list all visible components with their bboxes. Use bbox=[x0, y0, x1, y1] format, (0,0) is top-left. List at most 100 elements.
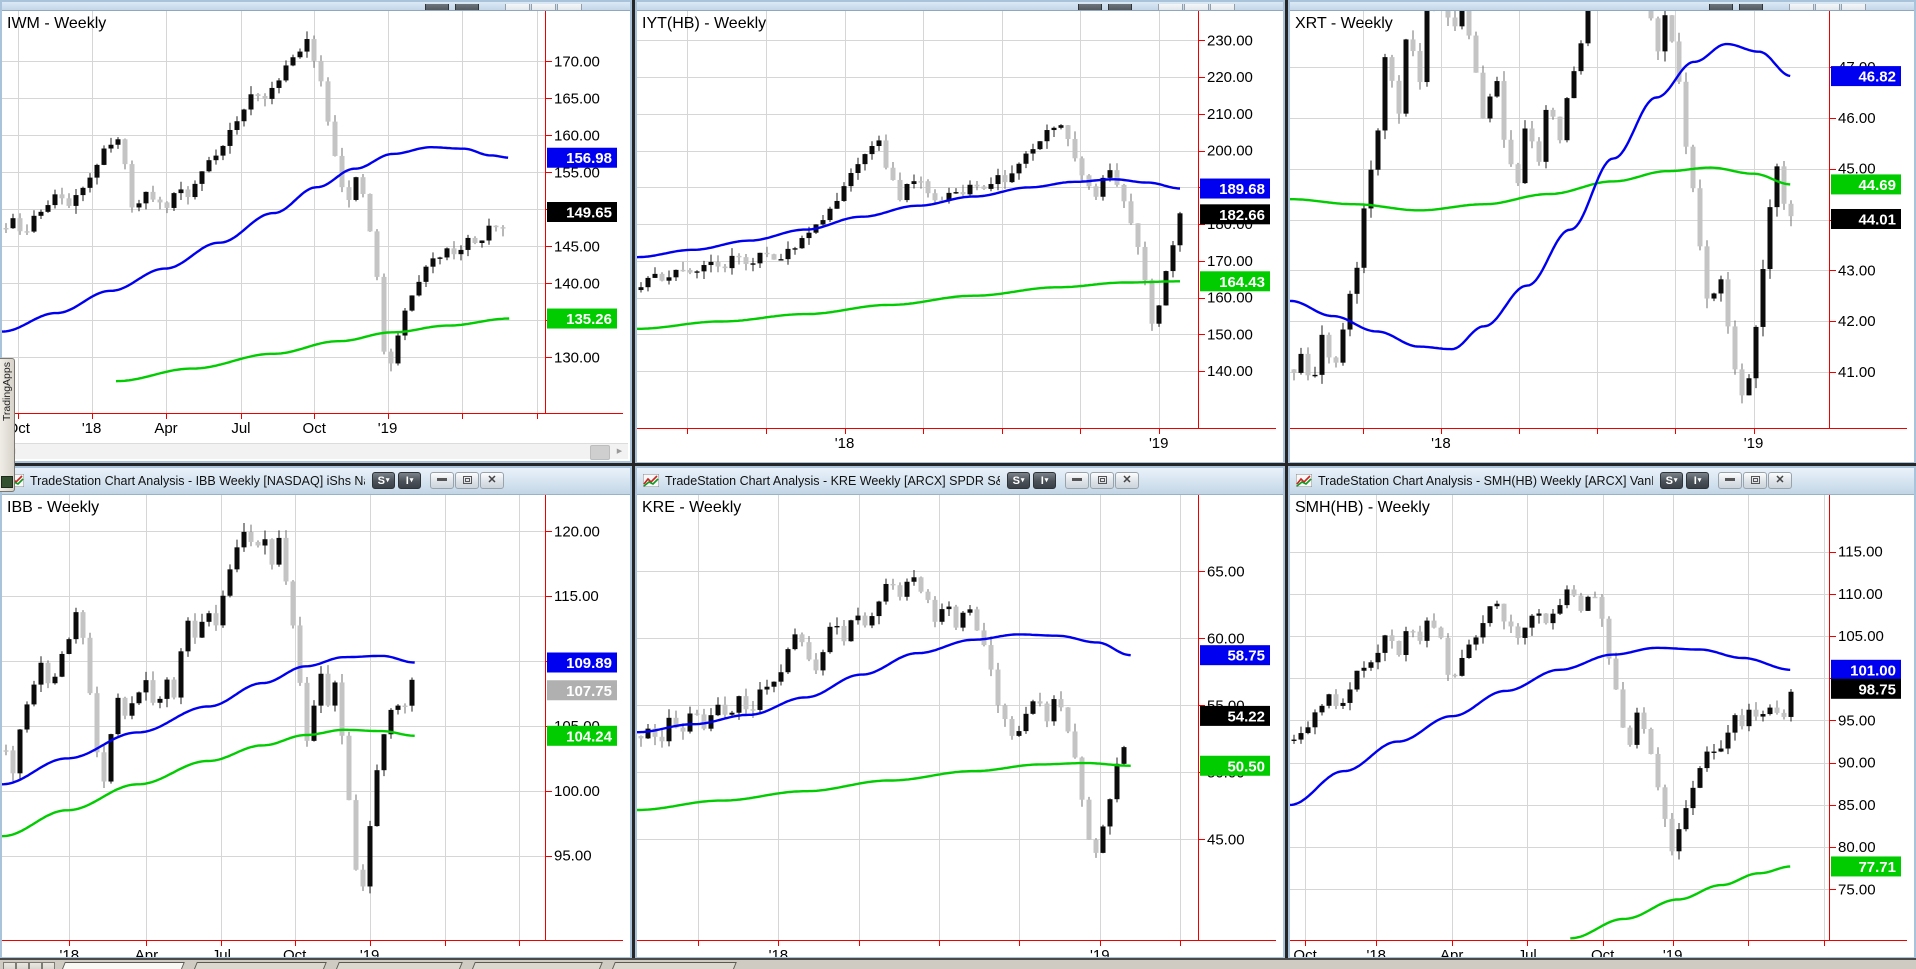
restore-button[interactable] bbox=[1743, 472, 1767, 489]
symbol-dropdown-button[interactable]: S▾ bbox=[1007, 472, 1030, 489]
time-axis: Oct '18 Apr Jul Oct '19 bbox=[1293, 940, 1825, 957]
svg-text:100.00: 100.00 bbox=[554, 783, 600, 800]
svg-text:60.00: 60.00 bbox=[1207, 630, 1245, 647]
grid-lines bbox=[1290, 11, 1829, 428]
svg-text:156.98: 156.98 bbox=[566, 150, 612, 167]
tradestation-icon bbox=[643, 474, 659, 487]
restore-button[interactable] bbox=[531, 4, 556, 10]
minimize-button[interactable] bbox=[505, 4, 530, 10]
interval-dropdown-button[interactable]: I▾ bbox=[1033, 472, 1056, 489]
price-badge-blue bbox=[1200, 178, 1270, 199]
tab-scroll-button[interactable] bbox=[29, 962, 42, 969]
window-title: TradeStation Chart Analysis - SMH(HB) We… bbox=[1318, 474, 1653, 488]
candlestick-series bbox=[1291, 11, 1794, 404]
price-chart-iwm[interactable]: 170.00165.00160.00155.00150.00145.00140.… bbox=[2, 11, 630, 447]
tradingapps-label: TradingApps bbox=[1, 362, 13, 422]
svg-text:'18: '18 bbox=[82, 420, 102, 437]
workspace-tab[interactable] bbox=[191, 962, 327, 969]
price-badge-black bbox=[1831, 208, 1901, 229]
interval-dropdown-button[interactable] bbox=[1739, 4, 1763, 10]
svg-text:140.00: 140.00 bbox=[554, 275, 600, 292]
restore-button[interactable] bbox=[1090, 472, 1114, 489]
svg-text:'18: '18 bbox=[1431, 435, 1451, 452]
candlestick-series bbox=[638, 124, 1183, 331]
price-badge-blue bbox=[1831, 66, 1901, 87]
workspace-tab[interactable] bbox=[333, 962, 463, 969]
tab-scroll-button[interactable] bbox=[3, 962, 16, 969]
symbol-dropdown-button[interactable] bbox=[1078, 4, 1102, 10]
svg-text:200.00: 200.00 bbox=[1207, 143, 1253, 160]
tab-scroll-button[interactable] bbox=[42, 962, 55, 969]
price-chart-kre[interactable]: 65.0060.0055.0050.0045.00'18'1958.7554.2… bbox=[637, 495, 1283, 957]
price-chart-ibb[interactable]: 120.00115.00110.00105.00100.0095.00'18Ap… bbox=[2, 495, 630, 957]
window-titlebar[interactable]: TradeStation Chart Analysis - KRE Weekly… bbox=[637, 468, 1283, 495]
window-titlebar[interactable]: TradeStation Chart Analysis - SMH(HB) We… bbox=[1290, 468, 1914, 495]
workspace-tab[interactable] bbox=[609, 962, 737, 969]
restore-button[interactable] bbox=[1815, 4, 1840, 10]
close-button[interactable] bbox=[557, 4, 582, 10]
tradestation-icon bbox=[1296, 474, 1312, 487]
svg-text:140.00: 140.00 bbox=[1207, 363, 1253, 380]
interval-dropdown-button[interactable]: I▾ bbox=[398, 472, 421, 489]
svg-text:130.00: 130.00 bbox=[554, 349, 600, 366]
price-chart-xrt[interactable]: 47.0046.0045.0044.0043.0042.0041.00'18'1… bbox=[1290, 11, 1914, 462]
minimize-button[interactable] bbox=[1789, 4, 1814, 10]
tradingapps-tab[interactable]: TradingApps bbox=[0, 358, 15, 492]
svg-text:95.00: 95.00 bbox=[554, 848, 592, 865]
ma-blue-line bbox=[2, 146, 509, 333]
svg-text:42.00: 42.00 bbox=[1838, 313, 1876, 330]
price-badges: 46.82 44.69 44.01 bbox=[1831, 66, 1901, 229]
close-button[interactable] bbox=[1210, 4, 1235, 10]
svg-text:105.00: 105.00 bbox=[1838, 628, 1884, 645]
close-button[interactable]: ✕ bbox=[1115, 472, 1139, 489]
svg-text:160.00: 160.00 bbox=[554, 127, 600, 144]
price-chart-smh[interactable]: 115.00110.00105.00100.0095.0090.0085.008… bbox=[1290, 495, 1914, 957]
scroll-thumb[interactable] bbox=[590, 445, 610, 460]
interval-dropdown-button[interactable] bbox=[455, 4, 479, 10]
minimize-button[interactable] bbox=[430, 472, 454, 489]
close-button[interactable]: ✕ bbox=[480, 472, 504, 489]
chart-symbol-title: IWM - Weekly bbox=[7, 15, 106, 32]
minimize-button[interactable] bbox=[1065, 472, 1089, 489]
price-chart-iyt[interactable]: 230.00220.00210.00200.00190.00180.00170.… bbox=[637, 11, 1283, 462]
candlestick-series bbox=[3, 31, 506, 372]
tab-scroll-button[interactable] bbox=[16, 962, 29, 969]
chart-symbol-title: KRE - Weekly bbox=[642, 499, 741, 516]
close-button[interactable] bbox=[1841, 4, 1866, 10]
price-badge-green bbox=[1831, 174, 1901, 195]
workspace-tab[interactable] bbox=[469, 962, 603, 969]
symbol-dropdown-button[interactable] bbox=[425, 4, 449, 10]
svg-text:'19: '19 bbox=[360, 947, 380, 957]
svg-text:230.00: 230.00 bbox=[1207, 32, 1253, 49]
symbol-dropdown-button[interactable] bbox=[1709, 4, 1733, 10]
candlestick-series bbox=[1291, 585, 1794, 860]
minimize-button[interactable] bbox=[1718, 472, 1742, 489]
ma-green-line bbox=[637, 280, 1180, 330]
window-titlebar-cutoff[interactable] bbox=[2, 2, 630, 11]
symbol-dropdown-button[interactable]: S▾ bbox=[1660, 472, 1683, 489]
chart-symbol-title: XRT - Weekly bbox=[1295, 15, 1393, 32]
interval-dropdown-button[interactable]: I▾ bbox=[1686, 472, 1709, 489]
time-axis: '18 '19 bbox=[687, 428, 1169, 452]
window-titlebar-cutoff[interactable] bbox=[1290, 2, 1914, 11]
svg-text:98.75: 98.75 bbox=[1858, 681, 1896, 698]
svg-text:'19: '19 bbox=[378, 420, 398, 437]
restore-button[interactable] bbox=[455, 472, 479, 489]
svg-text:45.00: 45.00 bbox=[1207, 831, 1245, 848]
svg-text:95.00: 95.00 bbox=[1838, 712, 1876, 729]
restore-button[interactable] bbox=[1184, 4, 1209, 10]
interval-dropdown-button[interactable] bbox=[1108, 4, 1132, 10]
scroll-right-button[interactable]: ▶ bbox=[612, 445, 627, 458]
close-button[interactable]: ✕ bbox=[1768, 472, 1792, 489]
svg-text:'19: '19 bbox=[1090, 947, 1110, 957]
window-titlebar-cutoff[interactable] bbox=[637, 2, 1283, 11]
symbol-dropdown-button[interactable]: S▾ bbox=[372, 472, 395, 489]
workspace-tab-bar[interactable] bbox=[0, 958, 1916, 969]
chart-horizontal-scrollbar[interactable]: ◀▶ bbox=[4, 443, 628, 460]
minimize-button[interactable] bbox=[1158, 4, 1183, 10]
svg-text:45.00: 45.00 bbox=[1838, 161, 1876, 178]
workspace-tab[interactable] bbox=[59, 962, 185, 969]
candlestick-series bbox=[3, 523, 415, 894]
window-titlebar[interactable]: TradeStation Chart Analysis - IBB Weekly… bbox=[2, 468, 630, 495]
